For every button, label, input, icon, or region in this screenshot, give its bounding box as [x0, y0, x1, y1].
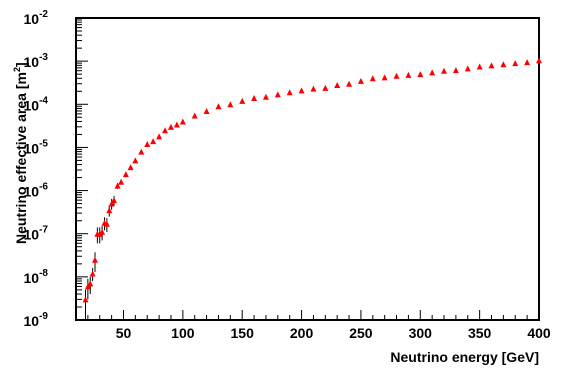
y-tick-label: 10-5: [24, 138, 49, 156]
y-tick-base: 10: [24, 140, 40, 156]
y-tick-base: 10: [24, 270, 40, 286]
y-tick-label: 10-2: [24, 9, 49, 27]
data-point: [132, 157, 139, 164]
data-point: [369, 75, 376, 82]
data-point: [227, 101, 234, 108]
y-tick-base: 10: [24, 227, 40, 243]
data-point: [536, 57, 542, 64]
data-point: [274, 91, 281, 98]
data-point: [488, 62, 495, 69]
data-point: [150, 138, 157, 145]
data-point: [524, 59, 531, 66]
y-tick-base: 10: [24, 97, 40, 113]
y-tick-label: 10-6: [24, 182, 49, 200]
data-point: [191, 112, 198, 119]
y-tick-exponent: -9: [39, 311, 48, 322]
y-tick-exponent: -4: [39, 95, 48, 106]
x-tick-label: 400: [527, 325, 551, 341]
data-point: [118, 178, 125, 185]
data-point: [144, 141, 151, 148]
y-tick-label: 10-7: [24, 225, 49, 243]
data-point: [452, 67, 459, 74]
y-tick-label: 10-3: [24, 52, 49, 70]
data-point: [334, 81, 341, 88]
data-points: [82, 57, 542, 320]
data-point: [298, 87, 305, 94]
data-point: [393, 72, 400, 79]
data-point: [122, 171, 129, 178]
y-tick-base: 10: [24, 11, 40, 27]
data-point: [476, 63, 483, 70]
x-axis-title: Neutrino energy [GeV]: [390, 349, 539, 365]
x-tick-label: 50: [116, 325, 132, 341]
y-axis-title-close: ]: [13, 62, 29, 67]
data-point: [310, 85, 317, 92]
x-tick-label: 350: [468, 325, 492, 341]
data-point: [167, 123, 174, 130]
data-point: [357, 77, 364, 84]
data-point: [500, 61, 507, 68]
y-tick-base: 10: [24, 54, 40, 70]
data-point: [262, 93, 269, 100]
x-tick-label: 300: [409, 325, 433, 341]
plot-frame: [75, 17, 540, 321]
data-point: [108, 200, 115, 207]
y-axis-title-main: Neutrino effective area [m: [13, 72, 29, 244]
data-point: [251, 94, 258, 101]
data-point: [441, 67, 448, 74]
data-point: [203, 107, 210, 114]
y-tick-label: 10-4: [24, 95, 49, 113]
data-point: [127, 164, 134, 171]
y-tick-exponent: -6: [39, 182, 48, 193]
data-point: [89, 270, 96, 277]
data-point: [179, 118, 186, 125]
x-axis-ticks: 50 100 150 200 250 300 350 400: [87, 310, 551, 341]
y-tick-base: 10: [24, 313, 40, 329]
data-point: [87, 280, 94, 287]
data-point: [429, 69, 436, 76]
data-point: [239, 97, 246, 104]
y-tick-base: 10: [24, 184, 40, 200]
data-point: [138, 148, 145, 155]
data-point: [162, 127, 169, 134]
x-tick-label: 100: [171, 325, 195, 341]
y-tick-exponent: -3: [39, 52, 48, 63]
data-point: [381, 74, 388, 81]
y-axis-title-sup: 2: [12, 67, 22, 72]
data-point: [286, 89, 293, 96]
y-tick-label: 10-9: [24, 311, 49, 329]
y-tick-label: 10-8: [24, 268, 49, 286]
y-axis-ticks: 10-910-810-710-610-510-410-310-2: [24, 9, 88, 329]
data-point: [103, 220, 110, 227]
x-tick-label: 250: [349, 325, 373, 341]
data-point: [91, 256, 98, 263]
y-tick-exponent: -5: [39, 138, 48, 149]
data-point: [405, 71, 412, 78]
data-point: [156, 133, 163, 140]
data-point: [215, 103, 222, 110]
data-point: [110, 197, 117, 204]
x-tick-label: 150: [231, 325, 255, 341]
y-tick-exponent: -7: [39, 225, 48, 236]
data-point: [82, 296, 89, 303]
data-point: [99, 228, 106, 235]
data-point: [322, 84, 329, 91]
y-tick-exponent: -2: [39, 9, 48, 20]
y-tick-exponent: -8: [39, 268, 48, 279]
y-axis-title: Neutrino effective area [m2]: [12, 62, 29, 244]
data-point: [417, 71, 424, 78]
data-point: [114, 182, 121, 189]
data-point: [106, 207, 113, 214]
data-point: [512, 60, 519, 67]
x-tick-label: 200: [290, 325, 314, 341]
data-point: [173, 121, 180, 128]
data-point: [346, 80, 353, 87]
data-point: [464, 65, 471, 72]
